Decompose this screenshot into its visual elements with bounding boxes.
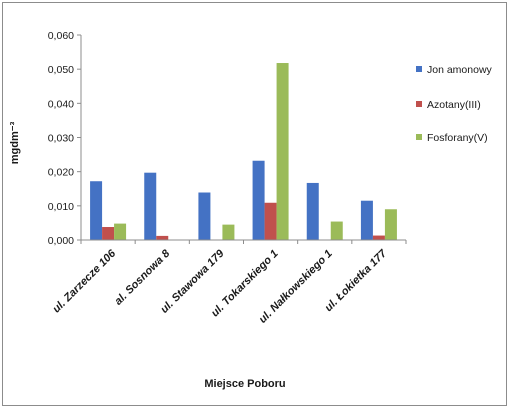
y-axis-ticks: 0,000 0,010 0,020 0,030 0,040 0,050 0,060	[48, 30, 81, 247]
y-tick-label: 0,060	[48, 30, 74, 42]
legend-label: Azotany(III)	[427, 99, 481, 111]
y-tick-label: 0,040	[48, 98, 74, 110]
x-axis-title: Miejsce Poboru	[204, 378, 285, 390]
y-axis-title: mgdm⁻³	[9, 121, 21, 164]
legend-swatch	[416, 134, 422, 140]
legend: Jon amonowy Azotany(III) Fosforany(V)	[416, 64, 493, 144]
bar-jon-amonowy-4	[306, 182, 319, 240]
bar-azotany-iii-0	[102, 227, 115, 240]
legend-label: Fosforany(V)	[427, 132, 488, 144]
bar-fosforany-v-3	[276, 63, 289, 241]
category-label: al. Sosnowa 8	[112, 247, 173, 308]
bar-jon-amonowy-3	[252, 160, 265, 240]
bar-fosforany-v-4	[330, 221, 343, 240]
bar-jon-amonowy-1	[144, 172, 157, 240]
y-tick-label: 0,050	[48, 64, 74, 76]
x-axis-ticks	[80, 240, 407, 244]
y-tick-label: 0,010	[48, 201, 74, 213]
bar-jon-amonowy-5	[360, 200, 373, 240]
legend-swatch	[416, 101, 422, 107]
bars	[90, 63, 397, 241]
bar-jon-amonowy-2	[198, 192, 211, 240]
bar-fosforany-v-0	[114, 223, 127, 240]
bar-azotany-iii-5	[372, 235, 385, 240]
bar-jon-amonowy-0	[90, 181, 103, 240]
bar-azotany-iii-1	[156, 235, 169, 240]
legend-label: Jon amonowy	[427, 64, 493, 76]
bar-fosforany-v-2	[222, 224, 235, 240]
y-tick-label: 0,030	[48, 133, 74, 145]
y-tick-label: 0,020	[48, 167, 74, 179]
category-label: ul. Zarzecze 106	[50, 247, 118, 315]
legend-swatch	[416, 66, 422, 72]
y-tick-label: 0,000	[48, 235, 74, 247]
bar-azotany-iii-3	[264, 202, 277, 240]
bar-fosforany-v-5	[384, 209, 397, 240]
